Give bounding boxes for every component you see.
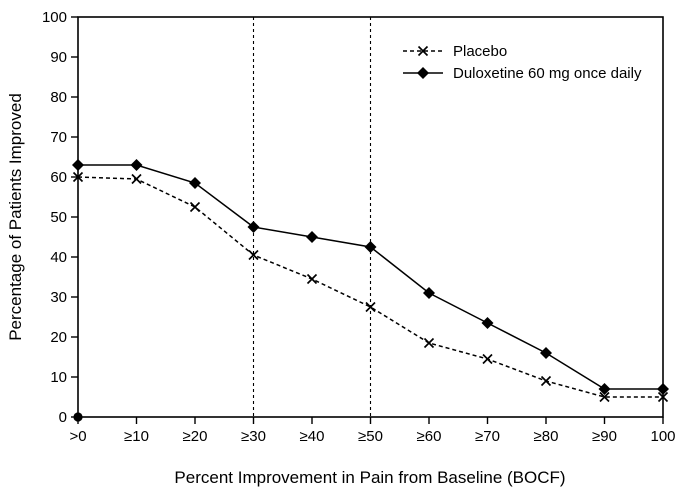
origin-dot: [73, 412, 83, 422]
y-tick-label: 100: [42, 9, 67, 26]
x-axis-title: Percent Improvement in Pain from Baselin…: [174, 468, 565, 487]
y-axis-title: Percentage of Patients Improved: [6, 93, 25, 341]
x-marker: [306, 273, 318, 285]
diamond-marker: [481, 317, 494, 329]
diamond-marker: [130, 159, 143, 171]
x-tick-label: ≥60: [417, 428, 442, 445]
x-tick-label: 100: [650, 428, 675, 445]
chart-plot-area: 0 10 20 30 40 50 60 70 80 90 100 >0 ≥10 ≥20 ≥30 ≥40 ≥50 ≥…: [42, 9, 676, 445]
diamond-marker: [72, 159, 84, 171]
legend-item-duloxetine-60-mg-once-daily: Duloxetine 60 mg once daily: [403, 65, 642, 82]
y-tick-label: 60: [50, 169, 67, 186]
legend-item-placebo: Placebo: [403, 43, 507, 60]
y-tick-label: 20: [50, 329, 67, 346]
x-tick-label: ≥50: [358, 428, 383, 445]
y-tick-label: 90: [50, 49, 67, 66]
diamond-marker: [417, 67, 429, 79]
diamond-marker: [657, 383, 669, 395]
x-marker: [365, 301, 376, 313]
x-marker: [482, 353, 493, 365]
x-marker: [657, 391, 669, 403]
y-tick-label: 30: [50, 289, 67, 306]
x-marker: [599, 391, 610, 403]
x-marker: [423, 337, 435, 349]
x-tick-label: >0: [69, 428, 86, 445]
x-marker: [417, 45, 429, 57]
diamond-marker: [189, 177, 201, 189]
x-tick-label: ≥40: [300, 428, 325, 445]
x-tick-label: ≥70: [475, 428, 500, 445]
legend-label: Placebo: [453, 43, 507, 60]
diamond-marker: [247, 221, 260, 233]
legend: Placebo Duloxetine 60 mg once daily: [403, 43, 642, 82]
x-tick-label: ≥90: [592, 428, 617, 445]
x-marker: [248, 249, 259, 261]
x-tick-label: ≥80: [534, 428, 559, 445]
diamond-marker: [423, 287, 435, 299]
x-marker: [72, 171, 84, 183]
series-placebo: [72, 171, 669, 403]
x-tick-label: ≥20: [183, 428, 208, 445]
y-tick-label: 10: [50, 369, 67, 386]
diamond-marker: [598, 383, 611, 395]
series-line: [77, 176, 663, 398]
x-marker: [189, 201, 201, 213]
diamond-marker: [540, 347, 552, 359]
legend-label: Duloxetine 60 mg once daily: [453, 65, 642, 82]
x-tick-label: ≥10: [124, 428, 149, 445]
x-tick-label: ≥30: [241, 428, 266, 445]
diamond-marker: [364, 241, 377, 253]
y-tick-label: 80: [50, 89, 67, 106]
x-marker: [540, 375, 552, 387]
y-tick-label: 50: [50, 209, 67, 226]
diamond-marker: [306, 231, 318, 243]
y-tick-label: 0: [59, 409, 67, 426]
series-duloxetine-60-mg-once-daily: [72, 159, 669, 395]
y-tick-label: 40: [50, 249, 67, 266]
y-tick-label: 70: [50, 129, 67, 146]
x-marker: [131, 173, 142, 185]
